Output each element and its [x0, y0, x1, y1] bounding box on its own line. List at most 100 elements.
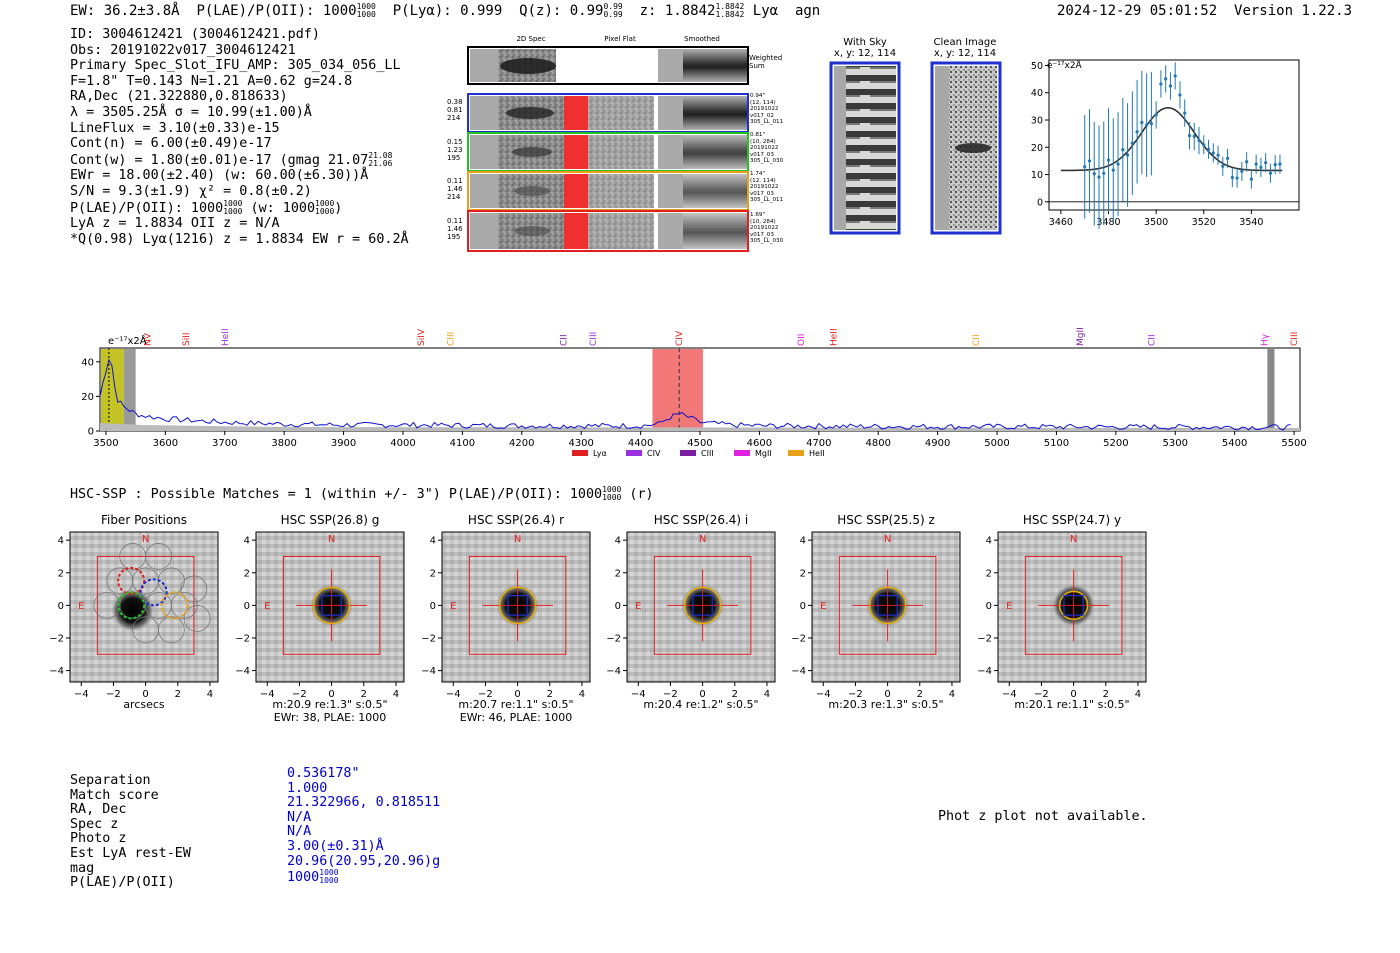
cut-x-tick-label: −2 — [848, 689, 863, 700]
cut-x-tick-label: 0 — [328, 689, 334, 700]
cut-y-tick-label: 0 — [615, 601, 621, 612]
cut-x-tick-label: 2 — [1103, 689, 1109, 700]
zoom-y-tick-label: 10 — [1031, 170, 1043, 181]
cut-x-tick-label: −2 — [292, 689, 307, 700]
header-class: agn — [794, 3, 821, 19]
zoom-point — [1097, 175, 1101, 179]
zoom-point — [1192, 134, 1196, 139]
zoom-fit-curve — [1060, 106, 1283, 172]
cut-y-tick-label: 4 — [800, 536, 806, 547]
x-tick-label: 4500 — [687, 438, 712, 449]
line-marker-label: NV — [144, 332, 154, 346]
line-marker-label: CIII — [589, 332, 599, 346]
zoom-point — [1211, 151, 1215, 155]
zoom-point — [1135, 130, 1139, 134]
zoom-point — [1216, 153, 1220, 157]
zoom-y-tick-label: 30 — [1031, 116, 1043, 127]
error-band — [100, 423, 1300, 431]
full-spectrum-chart: NV SiII HeII SiIV CIII CII CIII CIV OII HeII CII Mg… — [70, 318, 1310, 463]
north-label: N — [514, 534, 521, 545]
sky-images-svg — [829, 61, 1002, 235]
fiber-circle — [183, 605, 211, 632]
cutout-panel: N E 4 2 0 −2 −4 −4 −2 0 2 4 — [791, 531, 961, 700]
cut-y-tick-label: −4 — [606, 666, 621, 677]
cut-x-tick-label: 4 — [579, 689, 585, 700]
match-details-values: 0.536178" 1.000 21.322966, 0.818511 N/A … — [287, 766, 441, 886]
value-radec: 21.322966, 0.818511 — [287, 795, 441, 811]
cut-y-tick-label: −2 — [977, 633, 992, 644]
cut-y-tick-label: 2 — [986, 568, 992, 579]
header-version: Version 1.22.3 — [1234, 3, 1353, 19]
lya-band — [101, 349, 124, 430]
row3-right: 1.74" (12, 114) 20191022 v017_03 305_LL_011 — [750, 171, 784, 204]
header-z-frac: 1.8842 1.8842 — [715, 2, 745, 19]
legend-swatch — [734, 450, 750, 456]
cut-x-tick-label: −4 — [74, 689, 89, 700]
fiber-circle-highlight — [117, 591, 146, 620]
zoom-point — [1173, 74, 1177, 78]
info-id: ID: 3004612421 (3004612421.pdf) — [70, 27, 320, 42]
zoom-point — [1273, 163, 1277, 167]
zoom-point — [1121, 148, 1125, 152]
civ-band — [652, 349, 703, 430]
col-label-smoothed: Smoothed — [684, 35, 720, 43]
cut-y-tick-label: 0 — [430, 601, 436, 612]
cutout-caption: arcsecs — [123, 698, 165, 711]
search-box — [838, 555, 937, 655]
zoom-x-tick-label: 3480 — [1096, 217, 1120, 228]
zoom-point — [1092, 172, 1096, 176]
line-fit-svg: 3460 3480 3500 3520 3540 0 10 20 30 40 50 — [1031, 59, 1300, 229]
x-tick-label: 4800 — [865, 438, 890, 449]
value-separation: 0.536178" — [287, 766, 360, 781]
position-marker — [877, 594, 898, 616]
cut-x-tick-label: 4 — [393, 689, 399, 700]
cut-y-tick-label: −4 — [235, 666, 250, 677]
line-fit-axes — [1048, 59, 1300, 211]
cut-y-tick-label: 2 — [244, 568, 250, 579]
header-plae: P(LAE)/P(OII): 1000 — [196, 3, 357, 19]
east-label: E — [450, 601, 456, 612]
cut-y-tick-label: −2 — [235, 633, 250, 644]
legend-swatch — [788, 450, 804, 456]
cut-y-tick-label: −2 — [606, 633, 621, 644]
cutout-title: Fiber Positions — [100, 513, 188, 527]
cutout-caption: m:20.7 re:1.1" s:0.5" EWr: 46, PLAE: 1000 — [458, 698, 574, 724]
zoom-point — [1254, 162, 1258, 166]
zoom-point — [1183, 111, 1187, 115]
zoom-point — [1168, 84, 1173, 88]
header-summary: EW: 36.2±3.8Å P(LAE)/P(OII): 10001000 100… — [70, 2, 821, 20]
weighted-sum-label: Weighted Sum — [749, 54, 783, 70]
x-tick-label: 4200 — [509, 438, 534, 449]
legend-label: MgII — [755, 449, 772, 458]
east-label: E — [1006, 601, 1012, 612]
x-tick-label: 5100 — [1044, 438, 1069, 449]
line-marker-label: CII — [559, 334, 569, 346]
cut-x-tick-label: −4 — [1002, 689, 1017, 700]
line-marker-label: Hγ — [1260, 333, 1270, 346]
header-z: z: 1.8842 — [639, 3, 716, 19]
header-plya: P(Lyα): 0.999 — [392, 3, 503, 19]
cutout-panel: N E 4 2 0 −2 −4 −4 −2 0 2 4 — [421, 531, 591, 700]
zoom-point — [1230, 175, 1234, 180]
zoom-point — [1130, 141, 1134, 145]
row2-left: 0.15 1.23 195 — [447, 138, 463, 162]
line-marker-label: CII — [972, 334, 982, 346]
cut-y-tick-label: −4 — [791, 666, 806, 677]
cut-y-tick-label: 4 — [430, 536, 436, 547]
cutout-title: HSC SSP(25.5) z — [837, 513, 935, 527]
cut-y-tick-label: −2 — [791, 633, 806, 644]
info-sn: S/N = 9.3(±1.9) χ² = 0.8(±0.2) — [70, 183, 312, 199]
cut-y-tick-label: 2 — [615, 568, 621, 579]
legend-label: CIV — [647, 449, 661, 458]
photz-note: Phot z plot not available. — [938, 809, 1148, 824]
spectra-stamps-svg — [467, 46, 749, 252]
fiber-circle — [145, 543, 172, 570]
info-obs: Obs: 20191022v017_3004612421 — [70, 42, 296, 58]
cutout-title: HSC SSP(26.4) r — [467, 513, 565, 527]
line-marker-label: CIII — [446, 332, 456, 346]
cutout-panel: N E 4 2 0 −2 −4 −4 −2 0 2 4 — [235, 531, 405, 700]
info-cont-w: Cont(w) = 1.80(±0.01)e-17 (gmag 21.0721.… — [70, 150, 393, 168]
cut-y-tick-label: 2 — [800, 568, 806, 579]
info-ewr: EWr = 18.00(±2.40) (w: 60.00(±6.30))Å — [70, 168, 369, 184]
line-marker-label: SiIV — [417, 328, 427, 346]
